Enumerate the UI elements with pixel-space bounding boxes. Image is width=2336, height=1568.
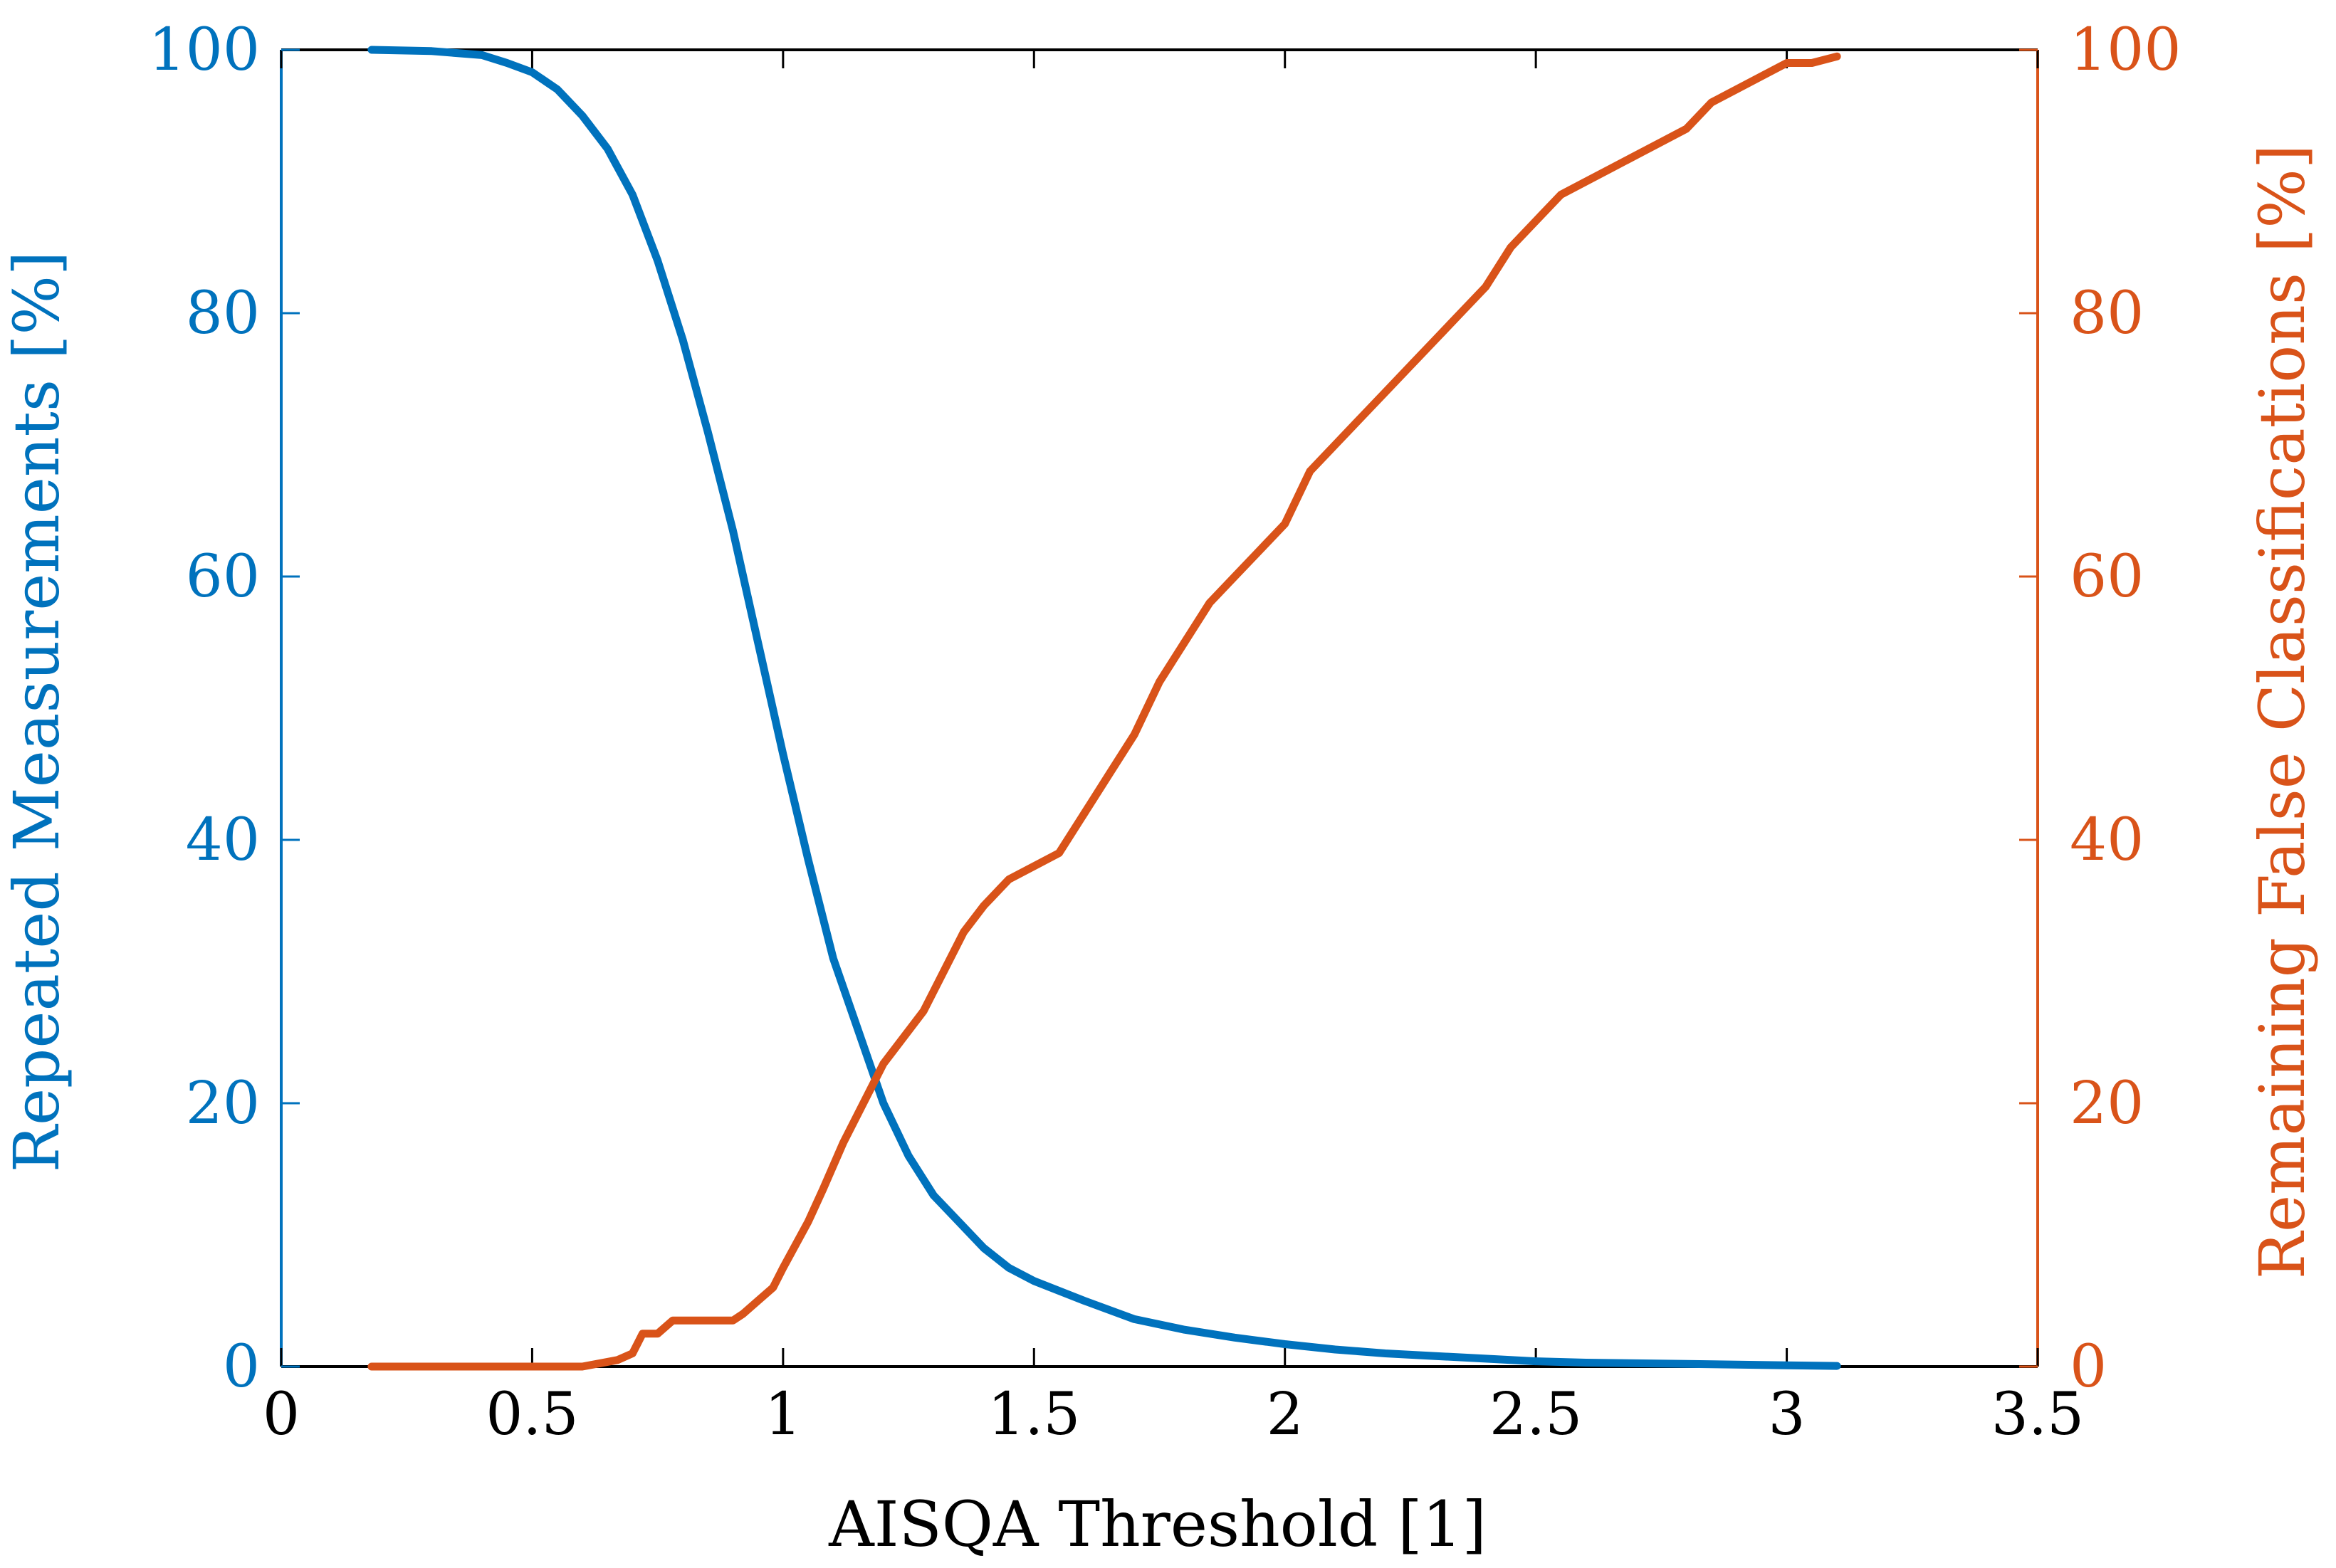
- right-y-tick-label: 40: [2070, 806, 2144, 874]
- left-y-tick-label: 20: [186, 1070, 260, 1137]
- right-y-axis-ticks: 0 20 40 60 80 100: [2019, 16, 2182, 1401]
- x-tick-label: 0.5: [486, 1381, 578, 1448]
- right-y-tick-label: 100: [2070, 16, 2182, 84]
- x-tick-label: 2: [1267, 1381, 1304, 1448]
- left-y-tick-label: 100: [148, 16, 260, 84]
- left-y-axis-ticks: 0 20 40 60 80 100: [148, 16, 300, 1401]
- left-y-tick-label: 60: [186, 543, 260, 611]
- x-tick-label: 3: [1768, 1381, 1805, 1448]
- series-line-right-axis: [367, 52, 1841, 1371]
- left-y-tick-label: 0: [223, 1333, 260, 1401]
- right-y-tick-label: 60: [2070, 543, 2144, 611]
- right-y-tick-label: 80: [2070, 280, 2144, 347]
- left-y-tick-label: 80: [186, 280, 260, 347]
- right-y-axis-title: Remaining False Classifications [%]: [2246, 144, 2319, 1280]
- series-layer: [367, 46, 1841, 1371]
- x-tick-label: 0: [263, 1381, 300, 1448]
- right-y-tick-label: 20: [2070, 1070, 2144, 1137]
- left-y-tick-label: 40: [186, 806, 260, 874]
- x-axis-title: AISQA Threshold [1]: [828, 1488, 1487, 1561]
- left-y-axis-title: Repeated Measurements [%]: [0, 251, 73, 1173]
- right-y-tick-label: 0: [2070, 1333, 2107, 1401]
- x-tick-label: 1.5: [988, 1381, 1080, 1448]
- x-tick-label: 1: [765, 1381, 802, 1448]
- x-axis-ticks: 0 0.5 1 1.5 2 2.5 3 3.5: [263, 50, 2084, 1448]
- plot-frame: [280, 48, 2039, 1368]
- series-line-left-axis: [367, 46, 1841, 1370]
- x-tick-label: 3.5: [1991, 1381, 2084, 1448]
- x-tick-label: 2.5: [1489, 1381, 1582, 1448]
